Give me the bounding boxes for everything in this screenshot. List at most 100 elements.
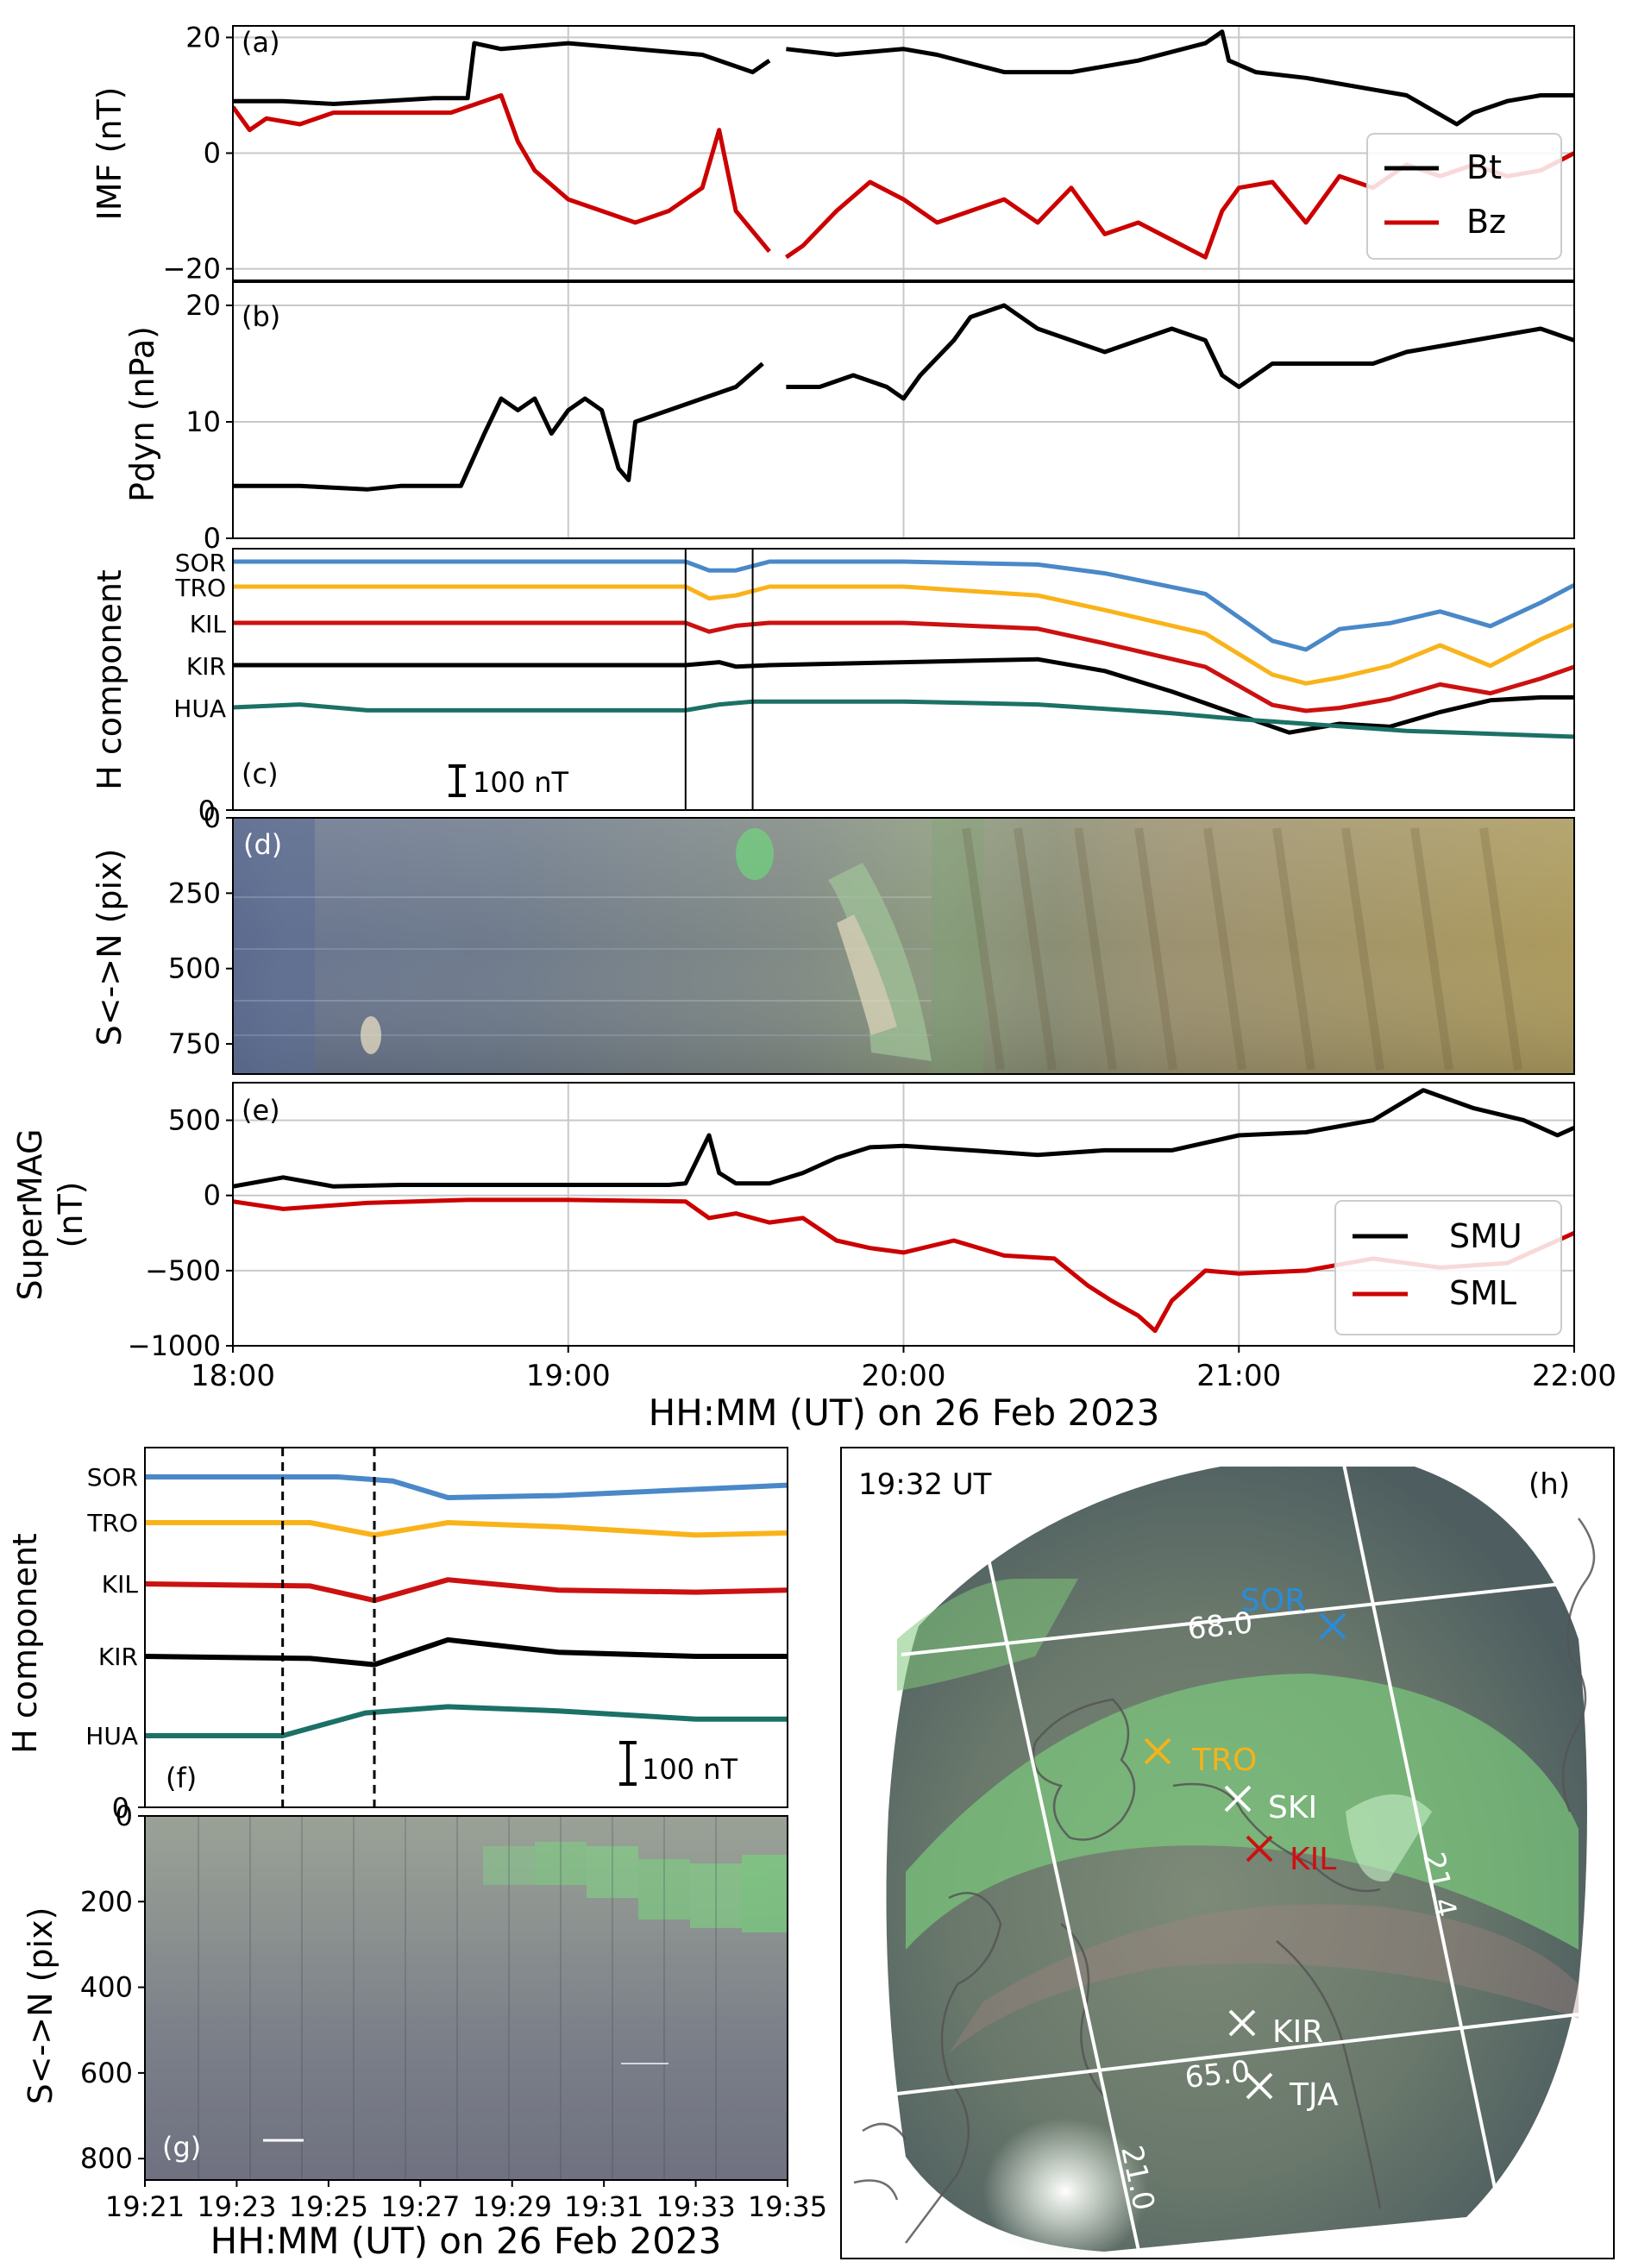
ytick-label: 400: [80, 1971, 133, 2004]
ytick-label: −500: [145, 1254, 221, 1287]
series-tro: [145, 1520, 788, 1538]
scale-bar-f-label: 100 nT: [642, 1753, 738, 1786]
legend-label-sml: SML: [1449, 1274, 1516, 1312]
keogram-g-aurora: [483, 1842, 788, 1932]
legend-label-bt: Bt: [1466, 148, 1502, 186]
station-name-tja: TJA: [1289, 2077, 1339, 2113]
geo-grid: [896, 1451, 1579, 2259]
station-name-tro: TRO: [1191, 1743, 1257, 1778]
bottom-xticks: 19:21 19:23 19:25 19:27 19:29 19:31 19:33 19:35: [105, 2180, 827, 2223]
grid-lat-65: [896, 2013, 1579, 2095]
station-name-kil: KIL: [1290, 1842, 1336, 1877]
panel-d-yticks: 0 250 500 750: [168, 801, 233, 1060]
ytick-label: 750: [168, 1027, 221, 1060]
panel-f-scale-bar: 100 nT: [619, 1741, 738, 1786]
panel-a: −20 0 20 (a) IMF (nT) Bt Bz: [91, 21, 1575, 286]
sky-red-band: [949, 1904, 1579, 2053]
ytick-label: 0: [204, 801, 221, 834]
ytick-label: 0: [204, 137, 221, 170]
ytick-label: 0: [116, 1800, 133, 1832]
xtick-label: 19:27: [380, 2190, 460, 2223]
station-x-mark: [1246, 1835, 1273, 1863]
sky-green-corner: [897, 1579, 1078, 1691]
legend-label-bz: Bz: [1466, 203, 1506, 241]
panel-c-ytick-zero-label: 0: [198, 795, 216, 827]
station-marker-kir: KIR: [1228, 2009, 1323, 2050]
station-label-kil: KIL: [102, 1570, 139, 1599]
station-marker-ski: SKI: [1224, 1785, 1317, 1825]
sky-moon-glow: [983, 2118, 1147, 2259]
panel-f: 0 SOR TRO KIL KIR HUA (f) 100 nT H component: [6, 1447, 788, 1825]
series-sor: [145, 1474, 788, 1500]
top-xlabel: HH:MM (UT) on 26 Feb 2023: [649, 1392, 1160, 1434]
panel-h-stations: SOR TRO SKI KIL KIR TJA: [1144, 1583, 1346, 2113]
station-marker-tro: TRO: [1144, 1737, 1257, 1778]
panel-c-ylabel: H component: [91, 569, 129, 790]
xtick-label: 22:00: [1532, 1359, 1616, 1393]
panel-c-frame: [232, 548, 1575, 811]
panel-e-letter: (e): [242, 1094, 280, 1127]
series-sor: [233, 559, 1574, 652]
series-kil: [233, 620, 1574, 713]
station-label-kir: KIR: [186, 652, 226, 681]
sky-bright-arc: [1346, 1794, 1432, 1882]
series-sml: [233, 1197, 1574, 1334]
ytick-label: 200: [80, 1885, 133, 1918]
station-label-sor: SOR: [175, 549, 226, 577]
station-name-ski: SKI: [1268, 1790, 1317, 1825]
station-x-mark: [1228, 2009, 1256, 2037]
xtick-label: 19:00: [526, 1359, 611, 1393]
ytick-label: 10: [185, 405, 221, 438]
panel-b-frame: [232, 281, 1575, 539]
panel-a-yticks: −20 0 20: [162, 21, 233, 286]
series-kir: [145, 1637, 788, 1668]
station-marker-tja: TJA: [1246, 2072, 1339, 2113]
ytick-label: 20: [185, 21, 221, 53]
panel-g-letter: (g): [162, 2131, 201, 2164]
panel-a-legend: Bt Bz: [1366, 133, 1562, 260]
panel-f-letter: (f): [166, 1762, 197, 1794]
panel-f-station-labels: SOR TRO KIL KIR HUA: [85, 1463, 138, 1750]
station-name-sor: SOR: [1240, 1583, 1306, 1618]
sky-image: [886, 1467, 1587, 2252]
xtick-label: 19:23: [197, 2190, 276, 2223]
panel-a-letter: (a): [242, 26, 280, 59]
panel-h-letter: (h): [1528, 1467, 1570, 1502]
series-smu: [233, 1088, 1574, 1189]
ytick-label: 500: [168, 1104, 221, 1137]
series-tro: [233, 584, 1574, 686]
grid-label-65: 65.0: [1183, 2054, 1252, 2095]
panel-b-grid: [232, 282, 1575, 539]
panel-h-time-label: 19:32 UT: [858, 1467, 992, 1502]
panel-d: 0 250 500 750 (d) S<->N (pix): [91, 801, 1575, 1075]
station-label-hua: HUA: [85, 1722, 138, 1750]
keogram-g-columns: [198, 1816, 717, 2180]
panel-e-yticks: −1000 −500 0 500: [128, 1104, 233, 1362]
panel-f-series: [145, 1448, 788, 1807]
ytick-label: 250: [168, 876, 221, 909]
ytick-label: 0: [204, 1179, 221, 1212]
xtick-label: 21:00: [1196, 1359, 1281, 1393]
panel-c-letter: (c): [242, 757, 279, 790]
series-pdyn: [233, 303, 1574, 492]
panel-f-ytick-zero-label: 0: [112, 1792, 129, 1825]
top-xticks: 18:00 19:00 20:00 21:00 22:00: [191, 1346, 1616, 1393]
panel-b: 0 10 20 (b) Pdyn (nPa): [123, 281, 1575, 555]
ytick-label: −20: [162, 253, 221, 286]
bottom-xlabel: HH:MM (UT) on 26 Feb 2023: [210, 2220, 722, 2262]
series-hua: [145, 1704, 788, 1738]
panel-b-yticks: 0 10 20: [185, 289, 233, 555]
panel-e-series: [233, 1088, 1574, 1334]
station-x-mark: [1224, 1785, 1252, 1813]
panel-f-ylabel: H component: [6, 1533, 44, 1754]
grid-lon-21-0: [980, 1526, 1142, 2259]
station-marker-kil: KIL: [1246, 1835, 1336, 1877]
xtick-label: 19:35: [748, 2190, 827, 2223]
panel-h-frame: [840, 1447, 1615, 2259]
station-x-mark: [1144, 1737, 1171, 1765]
xtick-label: 19:25: [289, 2190, 368, 2223]
panel-d-ylabel: S<->N (pix): [91, 849, 129, 1046]
